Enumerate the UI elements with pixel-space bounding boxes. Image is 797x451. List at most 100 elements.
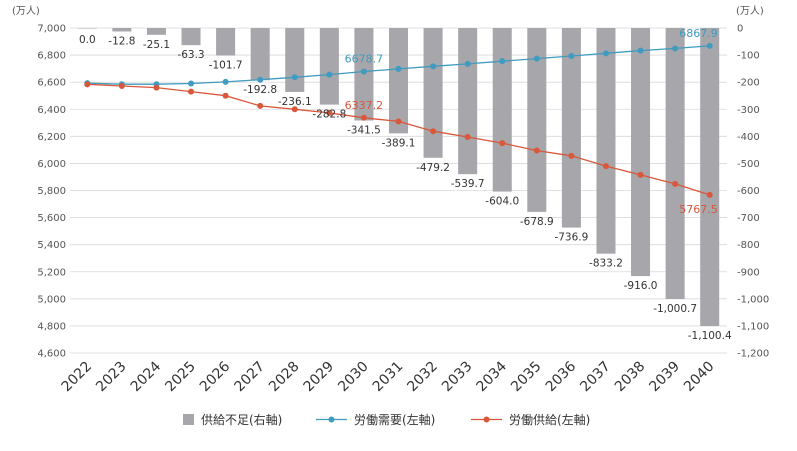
- bar-value-label: -736.9: [554, 232, 588, 244]
- demand-point: [430, 63, 437, 70]
- bar-value-label: -25.1: [143, 39, 170, 51]
- supply-point: [118, 82, 125, 89]
- x-axis-tick: 2033: [439, 359, 476, 396]
- right-axis-tick: -700: [737, 213, 760, 224]
- shortage-bar: [319, 28, 339, 105]
- legend-bar-label: 供給不足(右軸): [201, 412, 282, 427]
- shortage-bar: [112, 28, 132, 32]
- x-axis-tick: 2028: [266, 359, 303, 396]
- x-axis-tick: 2038: [612, 359, 649, 396]
- supply-point: [222, 92, 229, 99]
- bar-value-label: -282.8: [312, 109, 346, 121]
- demand-point: [257, 76, 264, 83]
- x-axis-tick: 2039: [646, 359, 683, 396]
- bar-value-label: -1,100.4: [688, 330, 732, 342]
- shortage-bar: [285, 28, 305, 92]
- shortage-bar: [665, 28, 685, 300]
- right-axis-tick: -1,200: [737, 349, 769, 360]
- legend-bar-swatch: [183, 414, 194, 425]
- legend-demand-label: 労働需要(左軸): [354, 412, 435, 427]
- bar-value-label: -101.7: [209, 60, 243, 72]
- supply-point: [568, 152, 575, 159]
- shortage-bar: [631, 28, 651, 277]
- legend-demand-marker: [328, 416, 335, 423]
- shortage-bar: [216, 28, 236, 56]
- supply-point: [533, 147, 540, 154]
- right-axis-tick: -1,100: [737, 321, 769, 332]
- right-axis-tick: 0: [737, 24, 743, 35]
- left-axis-tick: 6,800: [37, 51, 66, 62]
- shortage-bar: [77, 28, 97, 29]
- x-axis-tick: 2025: [162, 359, 199, 396]
- left-axis-tick: 5,200: [37, 267, 66, 278]
- shortage-bar: [388, 28, 409, 134]
- x-axis-tick: 2024: [128, 358, 165, 395]
- supply-value-label: 5767.5: [679, 203, 718, 216]
- shortage-bar: [146, 28, 166, 35]
- supply-point: [257, 102, 264, 109]
- x-axis-tick: 2035: [508, 359, 545, 396]
- bar-value-label: -236.1: [278, 96, 312, 108]
- shortage-bar: [492, 28, 512, 192]
- supply-point: [499, 140, 506, 147]
- right-axis-unit: (万人): [736, 5, 764, 17]
- x-axis-tick: 2037: [577, 359, 614, 396]
- bar-value-label: -916.0: [624, 280, 658, 292]
- supply-point: [326, 109, 333, 116]
- left-axis-unit: (万人): [12, 5, 40, 17]
- bar-value-label: -539.7: [451, 178, 485, 190]
- x-axis-tick: 2040: [681, 359, 718, 396]
- demand-point: [326, 71, 333, 78]
- supply-value-label: 6337.2: [345, 99, 384, 112]
- left-axis-tick: 5,400: [37, 240, 66, 251]
- right-axis-tick: -400: [737, 132, 760, 143]
- x-axis-tick: 2031: [370, 359, 407, 396]
- demand-point: [188, 80, 195, 87]
- data-labels: 0.0 -12.8 -25.1 -63.3 -101.7-192.8-236.1-282…: [79, 27, 732, 342]
- supply-point: [637, 171, 644, 178]
- shortage-bar: [700, 28, 720, 327]
- bar-value-label: -389.1: [382, 137, 416, 149]
- shortage-bar: [181, 28, 201, 46]
- x-axis-tick: 2027: [231, 359, 268, 396]
- supply-point: [291, 106, 298, 113]
- demand-point: [672, 45, 679, 52]
- bar-value-label: -341.5: [347, 124, 381, 136]
- x-axis-tick: 2034: [474, 358, 511, 395]
- left-axis-tick: 5,000: [37, 294, 66, 305]
- legend: 供給不足(右軸) 労働需要(左軸) 労働供給(左軸): [183, 412, 590, 427]
- supply-point: [602, 163, 609, 170]
- right-axis-tick: -500: [737, 159, 760, 170]
- bar-value-label: -479.2: [416, 162, 450, 174]
- demand-point: [395, 65, 402, 72]
- demand-point: [360, 68, 367, 75]
- x-axis-tick: 2026: [197, 358, 234, 395]
- bar-value-label: -63.3: [177, 49, 204, 61]
- right-axis-tick: -100: [737, 51, 760, 62]
- left-y-axis: 4,600 4,800 5,000 5,200 5,400 5,600 5,800 6,000…: [37, 24, 66, 360]
- legend-supply-marker: [483, 416, 490, 423]
- left-axis-tick: 4,800: [37, 321, 66, 332]
- legend-supply-label: 労働供給(左軸): [509, 412, 590, 427]
- x-axis-tick: 2030: [335, 359, 372, 396]
- demand-point: [499, 58, 506, 65]
- shortage-bar: [423, 28, 443, 158]
- demand-point: [222, 78, 229, 85]
- right-axis-tick: -900: [737, 267, 760, 278]
- x-axis: 2022202320242025202620272028202920302031…: [59, 358, 718, 395]
- supply-point: [464, 134, 471, 141]
- left-axis-tick: 7,000: [37, 24, 66, 35]
- demand-value-label: 6678.7: [345, 53, 384, 66]
- x-axis-tick: 2036: [543, 358, 580, 395]
- left-axis-tick: 6,600: [37, 78, 66, 89]
- bar-value-label: -192.8: [243, 84, 277, 96]
- shortage-bar: [596, 28, 616, 254]
- supply-point: [395, 118, 402, 125]
- x-axis-tick: 2032: [404, 359, 441, 396]
- demand-point: [568, 53, 575, 60]
- left-axis-tick: 6,400: [37, 105, 66, 116]
- supply-point: [188, 88, 195, 95]
- demand-point: [706, 42, 713, 49]
- right-axis-tick: -1,000: [737, 294, 769, 305]
